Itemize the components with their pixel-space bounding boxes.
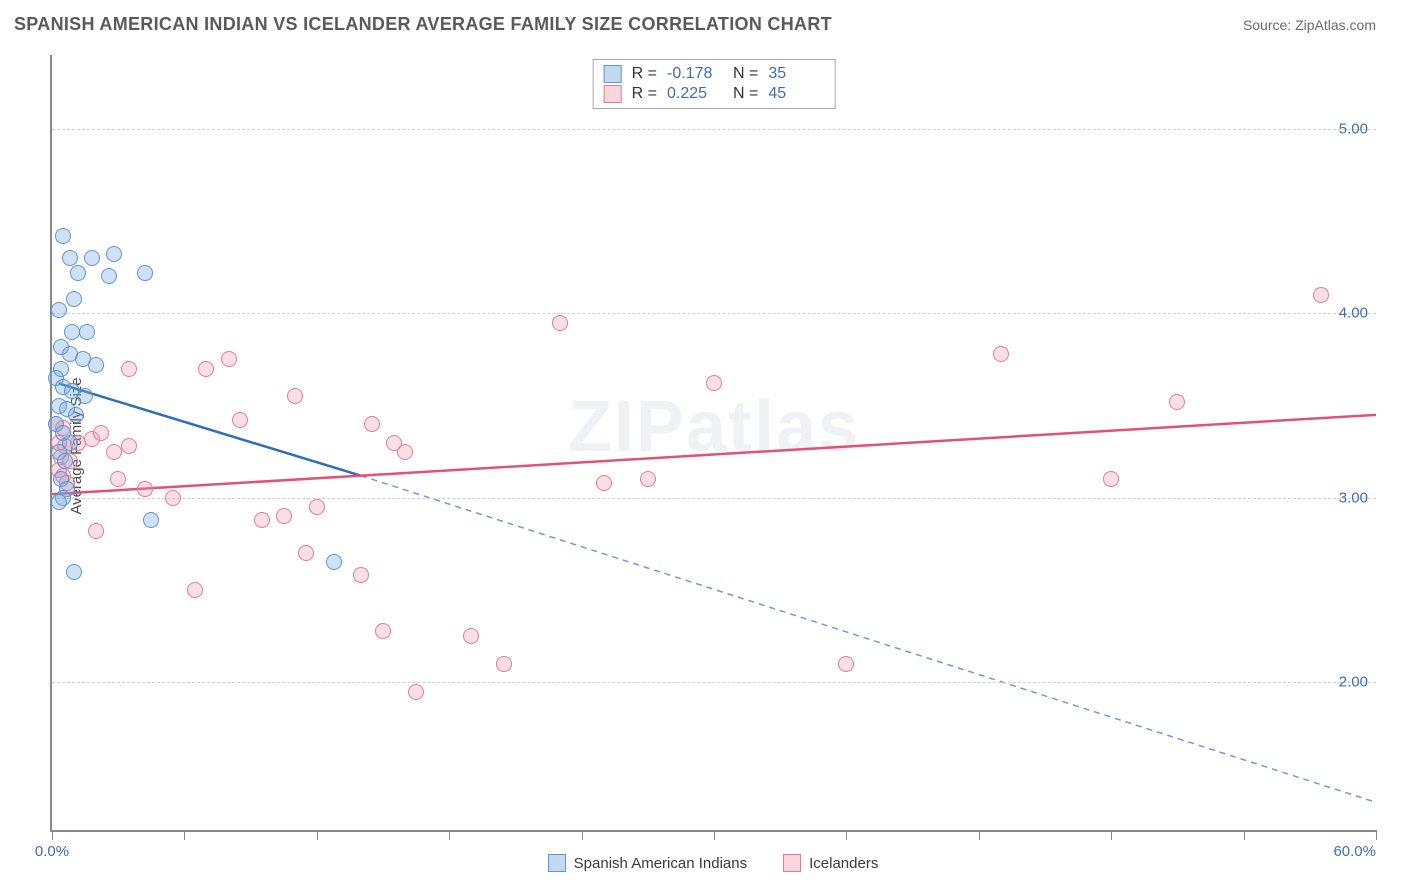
data-point-pink [309,499,325,515]
data-point-blue [57,453,73,469]
x-tick [1244,830,1245,840]
y-tick-label: 2.00 [1339,674,1368,691]
gridline [52,129,1376,130]
data-point-pink [232,412,248,428]
data-point-pink [137,481,153,497]
data-point-pink [1169,394,1185,410]
source-prefix: Source: [1243,17,1295,33]
data-point-blue [51,494,67,510]
swatch-blue [548,854,566,872]
scatter-chart: ZIPatlas R = -0.178 N = 35 R = 0.225 N =… [50,55,1376,832]
data-point-pink [287,388,303,404]
data-point-blue [106,246,122,262]
data-point-blue [64,324,80,340]
data-point-pink [298,545,314,561]
correlation-stats-box: R = -0.178 N = 35 R = 0.225 N = 45 [593,59,836,109]
data-point-pink [187,582,203,598]
data-point-pink [408,684,424,700]
y-tick-label: 4.00 [1339,305,1368,322]
data-point-pink [110,471,126,487]
swatch-pink [783,854,801,872]
source-attribution: Source: ZipAtlas.com [1243,17,1376,33]
r-label: R = [632,85,657,103]
x-tick [846,830,847,840]
legend-label-blue: Spanish American Indians [574,855,747,872]
swatch-blue [604,65,622,83]
stats-row-blue: R = -0.178 N = 35 [604,64,825,84]
data-point-blue [70,265,86,281]
data-point-pink [121,438,137,454]
x-tick [317,830,318,840]
n-value-pink: 45 [768,85,824,103]
x-tick [582,830,583,840]
x-tick [449,830,450,840]
data-point-blue [62,250,78,266]
chart-title: SPANISH AMERICAN INDIAN VS ICELANDER AVE… [14,14,832,35]
r-label: R = [632,65,657,83]
x-tick [979,830,980,840]
data-point-pink [1103,471,1119,487]
data-point-pink [640,471,656,487]
data-point-pink [552,315,568,331]
data-point-pink [364,416,380,432]
data-point-blue [66,291,82,307]
stats-row-pink: R = 0.225 N = 45 [604,84,825,104]
r-value-blue: -0.178 [667,65,723,83]
n-label: N = [733,65,758,83]
data-point-pink [993,346,1009,362]
data-point-pink [596,475,612,491]
watermark-text: ZIPatlas [568,386,860,468]
r-value-pink: 0.225 [667,85,723,103]
data-point-blue [84,250,100,266]
data-point-blue [326,554,342,570]
data-point-pink [165,490,181,506]
data-point-pink [496,656,512,672]
data-point-blue [101,268,117,284]
x-tick [1111,830,1112,840]
data-point-pink [276,508,292,524]
data-point-blue [79,324,95,340]
data-point-pink [1313,287,1329,303]
data-point-pink [706,375,722,391]
data-point-pink [463,628,479,644]
y-tick-label: 5.00 [1339,120,1368,137]
data-point-pink [88,523,104,539]
series-legend: Spanish American Indians Icelanders [50,854,1376,872]
data-point-pink [397,444,413,460]
data-point-pink [93,425,109,441]
source-name: ZipAtlas.com [1295,17,1376,33]
data-point-blue [55,228,71,244]
y-tick-label: 3.00 [1339,489,1368,506]
data-point-pink [353,567,369,583]
x-tick [1376,830,1377,840]
data-point-pink [375,623,391,639]
data-point-blue [137,265,153,281]
legend-item-blue: Spanish American Indians [548,854,747,872]
x-tick [52,830,53,840]
data-point-blue [77,388,93,404]
gridline [52,682,1376,683]
x-tick [714,830,715,840]
data-point-blue [66,564,82,580]
data-point-pink [106,444,122,460]
legend-item-pink: Icelanders [783,854,878,872]
swatch-pink [604,85,622,103]
data-point-blue [51,302,67,318]
data-point-blue [68,407,84,423]
data-point-pink [121,361,137,377]
legend-label-pink: Icelanders [809,855,878,872]
x-tick [184,830,185,840]
data-point-blue [143,512,159,528]
data-point-pink [198,361,214,377]
data-point-pink [838,656,854,672]
trend-lines [52,55,1376,830]
data-point-pink [221,351,237,367]
n-label: N = [733,85,758,103]
n-value-blue: 35 [768,65,824,83]
gridline [52,498,1376,499]
data-point-blue [88,357,104,373]
data-point-pink [254,512,270,528]
gridline [52,313,1376,314]
data-point-blue [53,361,69,377]
